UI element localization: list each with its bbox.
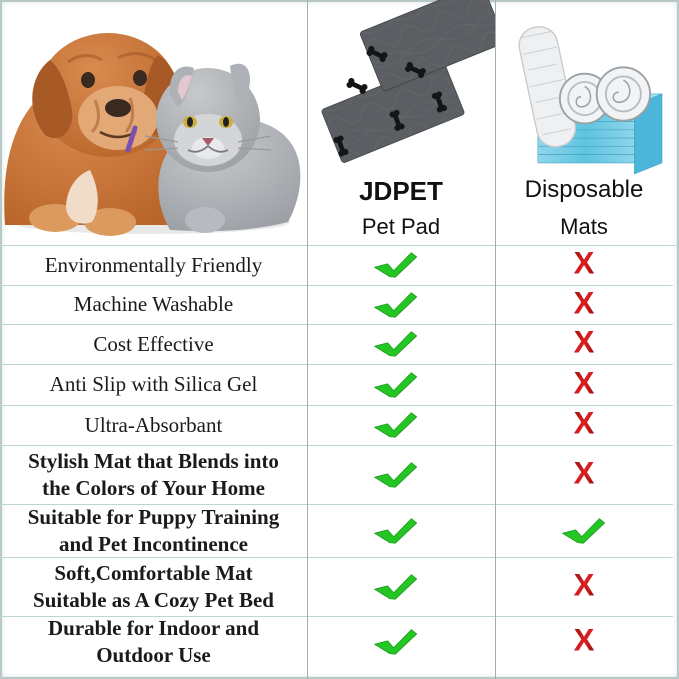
svg-text:X: X xyxy=(574,570,595,603)
svg-text:X: X xyxy=(574,288,595,321)
svg-text:X: X xyxy=(574,458,595,491)
svg-text:X: X xyxy=(574,248,595,281)
svg-text:X: X xyxy=(574,368,595,401)
svg-text:X: X xyxy=(574,408,595,441)
svg-text:X: X xyxy=(574,327,595,360)
svg-text:X: X xyxy=(574,625,595,658)
